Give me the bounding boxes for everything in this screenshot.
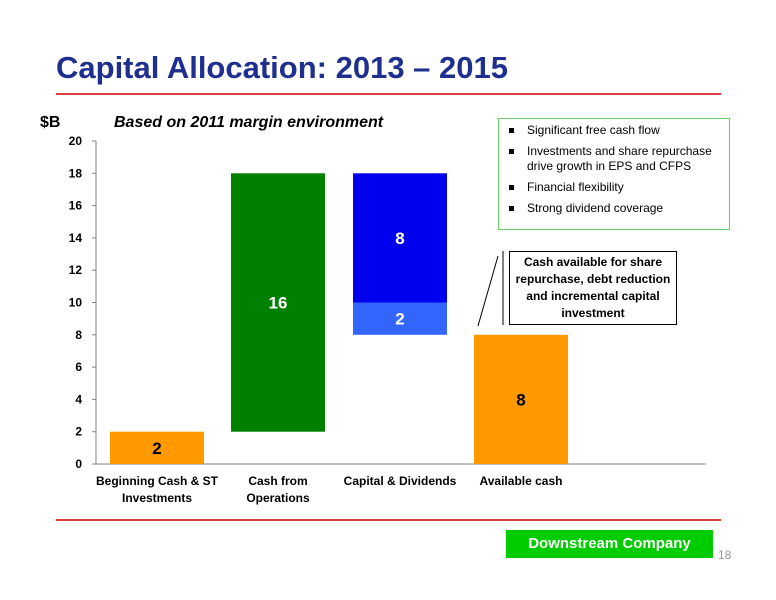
data-label: 16	[269, 294, 288, 313]
y-tick-label: 8	[75, 328, 82, 342]
y-tick-label: 4	[75, 392, 82, 406]
y-tick-label: 2	[75, 425, 82, 439]
y-tick-label: 10	[69, 296, 83, 310]
chart-title: Based on 2011 margin environment	[114, 114, 384, 131]
title-divider	[56, 93, 721, 95]
bar-segment	[110, 431, 204, 464]
y-tick-label: 6	[75, 360, 82, 374]
x-tick-label: Available cash	[480, 474, 563, 488]
y-tick-label: 18	[69, 166, 83, 180]
available-cash-callout: Cash available for share repurchase, deb…	[509, 251, 677, 325]
x-tick-label: Cash from Operations	[246, 474, 310, 505]
data-label: 8	[516, 390, 525, 409]
key-point: Investments and share repurchase drive g…	[507, 144, 723, 174]
data-label: 2	[395, 310, 404, 329]
callout-leader-line	[477, 255, 499, 327]
bar-segment	[353, 302, 447, 335]
bar-segment	[474, 334, 568, 464]
bar-segment	[231, 173, 325, 432]
data-label: 8	[395, 229, 404, 248]
y-tick-label: 12	[69, 263, 83, 277]
y-tick-label: 14	[69, 231, 83, 245]
y-tick-label: 20	[69, 134, 83, 148]
segment-badge: Downstream Company	[506, 530, 713, 558]
x-tick-label: Beginning Cash & ST Investments	[96, 474, 219, 505]
key-point: Strong dividend coverage	[507, 201, 723, 216]
y-tick-label: 16	[69, 199, 83, 213]
y-tick-label: 0	[75, 457, 82, 471]
key-point: Significant free cash flow	[507, 123, 723, 138]
bar-segment	[353, 173, 447, 303]
page-title: Capital Allocation: 2013 – 2015	[56, 50, 508, 85]
page-number: 18	[718, 548, 732, 562]
key-points-box: Significant free cash flow Investments a…	[498, 118, 730, 230]
x-tick-label: Capital & Dividends	[344, 474, 457, 488]
key-point: Financial flexibility	[507, 180, 723, 195]
y-axis-label: $B	[40, 114, 61, 131]
data-label: 2	[152, 439, 161, 458]
footer-divider	[56, 519, 721, 521]
